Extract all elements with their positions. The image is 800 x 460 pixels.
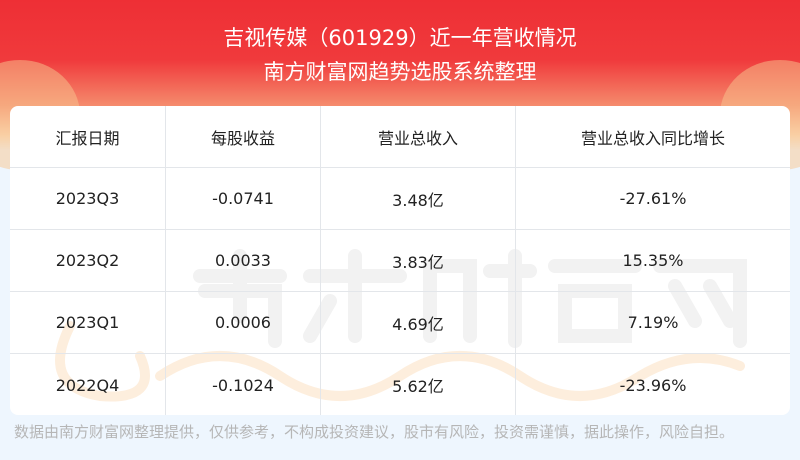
cell-date: 2023Q3 (10, 168, 166, 229)
cell-revenue: 4.69亿 (321, 292, 516, 353)
page-subtitle: 南方财富网趋势选股系统整理 (263, 60, 537, 84)
cell-growth: -23.96% (619, 375, 687, 395)
column-header: 汇报日期 (10, 106, 166, 167)
table-header: 汇报日期 每股收益 营业总收入 营业总收入同比增长 (10, 106, 790, 168)
page-title: 吉视传媒（601929）近一年营收情况 (223, 26, 577, 50)
column-header: 每股收益 (166, 106, 321, 167)
cell-eps: 0.0033 (166, 230, 321, 291)
cell-revenue: 3.48亿 (321, 168, 516, 229)
cell-growth: 15.35% (622, 251, 684, 270)
disclaimer: 数据由南方财富网整理提供，仅供参考，不构成投资建议，股市有风险，投资需谨慎，据此… (14, 423, 735, 441)
cell-date: 2022Q4 (10, 354, 166, 415)
table-row: 2023Q2 0.0033 3.83亿 15.35% (10, 230, 790, 292)
column-header: 营业总收入同比增长 (580, 128, 725, 148)
cell-date: 2023Q2 (10, 230, 166, 291)
cell-eps: -0.1024 (166, 354, 321, 415)
table-row: 2023Q1 0.0006 4.69亿 7.19% (10, 292, 790, 354)
table-row: 2023Q3 -0.0741 3.48亿 -27.61% (10, 168, 790, 230)
table-row: 2022Q4 -0.1024 5.62亿 -23.96% (10, 354, 790, 415)
cell-date: 2023Q1 (10, 292, 166, 353)
revenue-table: 汇报日期 每股收益 营业总收入 营业总收入同比增长 2023Q3 -0.0741… (10, 106, 790, 415)
cell-eps: 0.0006 (166, 292, 321, 353)
cell-eps: -0.0741 (166, 168, 321, 229)
cell-revenue: 5.62亿 (321, 354, 516, 415)
cell-growth: -27.61% (619, 189, 687, 208)
cell-revenue: 3.83亿 (321, 230, 516, 291)
column-header: 营业总收入 (321, 106, 516, 167)
cell-growth: 7.19% (627, 313, 679, 332)
